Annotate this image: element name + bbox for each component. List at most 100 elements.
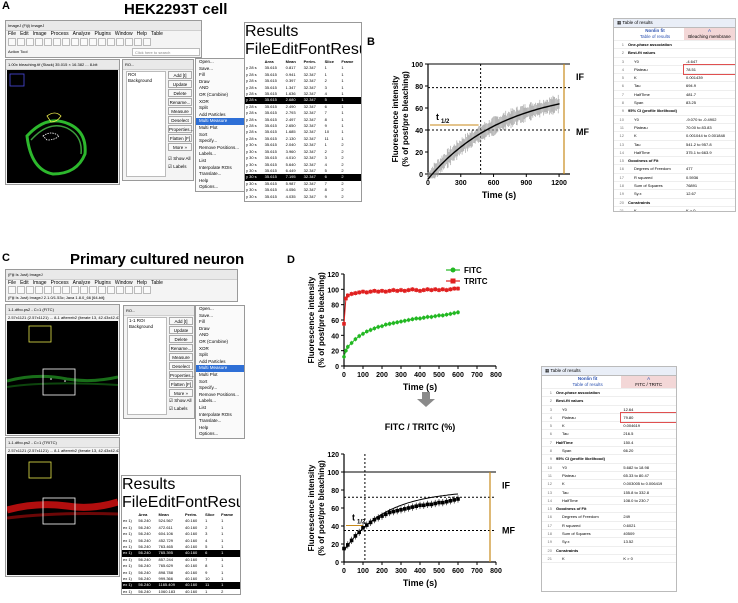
zoom-tool-icon[interactable] — [89, 286, 97, 294]
menu-item-and[interactable]: AND — [199, 332, 209, 338]
table-row[interactable]: y 28 s 35.615 0.941 32.347 1 1 — [245, 72, 361, 78]
table-row[interactable]: 7 HalfTime 150.4 — [542, 438, 676, 448]
column-header[interactable]: Frame — [221, 512, 234, 517]
menu-item-remove-positions[interactable]: Remove Positions... — [199, 391, 240, 397]
table-row[interactable]: 21 K K > 0 — [614, 206, 735, 211]
column-header[interactable]: Slice — [205, 512, 215, 517]
dropper-tool-icon[interactable] — [107, 286, 115, 294]
table-row[interactable]: 3 Y0 12.64 — [542, 405, 676, 414]
table-row[interactable]: ex 1) 56.240 765.395 40.160 6 1 — [122, 550, 240, 557]
menu-item-help[interactable]: Help — [199, 177, 209, 183]
table-row[interactable]: 17 R squared 0.6021 — [542, 521, 676, 531]
zoom-tool-icon[interactable] — [89, 38, 97, 46]
menu-process[interactable]: Process — [50, 31, 69, 37]
text-tool-icon[interactable] — [80, 38, 88, 46]
menu-table[interactable]: Table — [150, 31, 163, 37]
table-row[interactable]: y 28 s 35.615 2.130 32.347 11 1 — [245, 136, 361, 142]
roi-list[interactable]: ROI Background — [126, 71, 166, 177]
angle-tool-icon[interactable] — [53, 38, 61, 46]
column-header[interactable]: Frame — [341, 59, 354, 64]
menu-item-draw[interactable]: Draw — [199, 325, 210, 331]
table-row[interactable]: 4 Plateau 79.80 — [542, 412, 676, 423]
more-button[interactable]: More » — [168, 143, 192, 151]
table-row[interactable]: 8 Span 66.20 — [542, 446, 676, 456]
table-row[interactable]: y 30 s 35.615 3.960 32.347 2 2 — [245, 149, 361, 155]
column-header[interactable]: Mean — [285, 59, 296, 64]
table-row[interactable]: 10 Y0 5.682 to 18.98 — [542, 463, 676, 472]
menu-analyze[interactable]: Analyze — [72, 31, 91, 37]
flatten-button[interactable]: Flatten [F] — [168, 134, 192, 142]
rectangle-tool-icon[interactable] — [8, 286, 16, 294]
menu-item-split[interactable]: Split — [199, 352, 208, 358]
menu-analyze[interactable]: Analyze — [72, 280, 91, 286]
roi-list-item[interactable]: Background — [128, 78, 153, 83]
measure-button[interactable]: Measure — [168, 107, 192, 115]
table-row[interactable]: 11 Plateau 65.33 to 80.47 — [542, 471, 676, 481]
menu-item-labels[interactable]: Labels... — [199, 398, 217, 404]
menu-item-help[interactable]: Help — [199, 424, 209, 430]
table-row[interactable]: 20 Constraints — [614, 198, 735, 207]
prism-tab[interactable]: ▦ Table of results — [542, 367, 676, 376]
table-row[interactable]: ex 1) 56.240 765.629 40.160 8 1 — [122, 563, 240, 569]
table-row[interactable]: y 28 s 35.615 1.636 32.347 4 1 — [245, 91, 361, 97]
freehand-tool-icon[interactable] — [35, 286, 43, 294]
table-row[interactable]: 15 Goodness of Fit — [542, 504, 676, 514]
more-tools-icon[interactable] — [143, 286, 151, 294]
table-row[interactable]: 10 Y0 -9.070 to -0.4902 — [614, 115, 735, 124]
properties-button[interactable]: Properties... — [168, 125, 194, 133]
menu-item-interpolate-rois[interactable]: Interpolate ROIs — [199, 411, 232, 417]
table-row[interactable]: 13 Tau 541.2 to 957.8 — [614, 140, 735, 149]
text-tool-icon[interactable] — [80, 286, 88, 294]
menu-table[interactable]: Table — [150, 280, 163, 286]
rename-button[interactable]: Rename... — [169, 344, 193, 352]
wand-tool-icon[interactable] — [71, 286, 79, 294]
point-tool-icon[interactable] — [62, 286, 70, 294]
table-row[interactable]: y 28 s 35.615 0.397 32.347 2 1 — [245, 78, 361, 84]
table-row[interactable]: ex 1) 56.240 604.106 40.160 3 1 — [122, 531, 240, 537]
table-row[interactable]: 2 Best-fit values — [542, 396, 676, 406]
table-row[interactable]: y 28 s 35.615 2.680 32.347 5 1 — [245, 97, 361, 104]
line-tool-icon[interactable] — [44, 38, 52, 46]
roi-list-c[interactable]: 1-1 ROI Background — [127, 317, 167, 415]
table-row[interactable]: ex 1) 56.240 1165.409 40.160 11 1 — [122, 582, 240, 589]
column-header[interactable]: Area — [264, 59, 274, 64]
menu-image[interactable]: Image — [32, 280, 47, 286]
dropper-tool-icon[interactable] — [107, 38, 115, 46]
table-row[interactable]: 4 Plateau 78.51 — [614, 64, 735, 75]
table-row[interactable]: 14 HalfTime 375.1 to 663.9 — [614, 148, 735, 158]
menu-item-remove-positions[interactable]: Remove Positions... — [199, 144, 240, 150]
menu-image[interactable]: Image — [32, 31, 47, 37]
prism-tab[interactable]: ▦ Table of results — [614, 19, 735, 28]
menu-item-specify[interactable]: Specify... — [199, 138, 218, 144]
oval-tool-icon[interactable] — [17, 286, 25, 294]
menu-item-open[interactable]: Open... — [199, 59, 214, 64]
table-row[interactable]: ex 1) 56.240 898.788 40.160 9 1 — [122, 570, 240, 576]
menu-item-draw[interactable]: Draw — [199, 78, 210, 84]
flatten-button[interactable]: Flatten [F] — [169, 380, 193, 388]
menu-item-or-combine[interactable]: OR (Combine) — [199, 338, 229, 344]
menu-process[interactable]: Process — [50, 280, 69, 286]
wand-tool-icon[interactable] — [71, 38, 79, 46]
menu-item-xor[interactable]: XOR — [199, 98, 209, 104]
properties-button[interactable]: Properties... — [169, 371, 195, 379]
search-input[interactable]: Click here to search — [132, 48, 200, 56]
update-button[interactable]: Update — [169, 326, 193, 334]
menu-edit[interactable]: Edit — [20, 31, 29, 37]
table-row[interactable]: 15 Goodness of Fit — [614, 156, 735, 166]
menu-item-sort[interactable]: Sort — [199, 131, 208, 137]
fitc-image[interactable] — [6, 321, 119, 434]
table-row[interactable]: y 30 s 35.615 5.987 32.347 7 2 — [245, 181, 361, 187]
menu-plugins[interactable]: Plugins — [94, 280, 111, 286]
menu-item-save[interactable]: Save... — [199, 312, 214, 318]
table-row[interactable]: y 30 s 35.615 4.056 32.347 8 2 — [245, 187, 361, 193]
menu-item-options[interactable]: Options... — [199, 184, 219, 190]
roi-list-item[interactable]: ROI — [128, 72, 137, 77]
table-row[interactable]: 8 Span 83.25 — [614, 98, 735, 108]
oval-tool-icon[interactable] — [17, 38, 25, 46]
table-row[interactable]: y 30 s 35.615 7.195 32.347 6 2 — [245, 174, 361, 181]
deselect-button[interactable]: Deselect — [169, 362, 193, 370]
table-row[interactable]: 9 95% CI (profile likelihood) — [542, 454, 676, 464]
table-row[interactable]: 7 HalfTime 481.7 — [614, 90, 735, 100]
tritc-image[interactable] — [6, 454, 120, 575]
menu-edit[interactable]: Edit — [20, 280, 29, 286]
